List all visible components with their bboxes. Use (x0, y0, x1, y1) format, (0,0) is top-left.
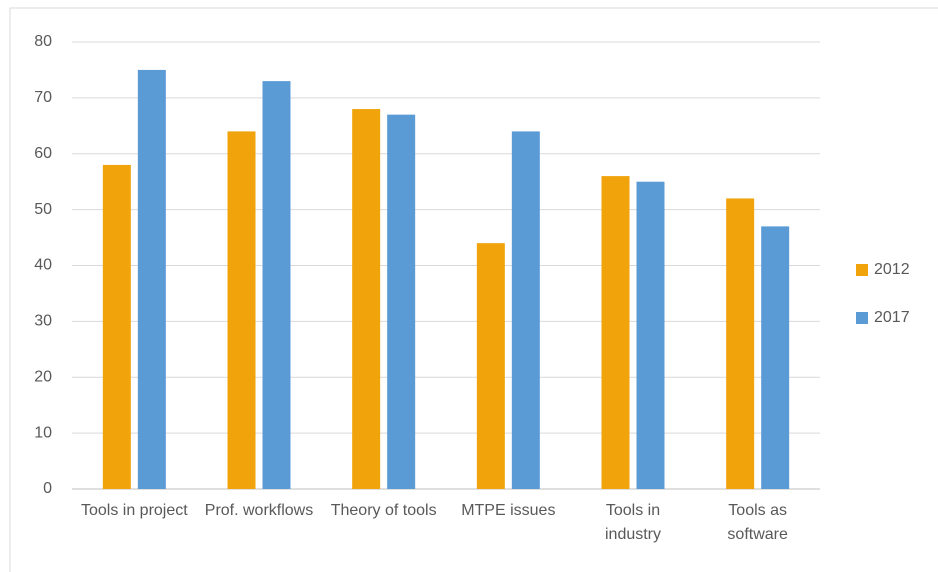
x-tick-label: Tools in industry (604, 502, 662, 543)
bar (352, 109, 381, 490)
bar (476, 243, 505, 489)
y-tick-label: 80 (34, 33, 52, 50)
bar (636, 181, 665, 489)
y-tick-label: 40 (34, 257, 52, 274)
x-tick-label: Tools as software (727, 502, 788, 543)
y-tick-label: 50 (34, 201, 52, 218)
bar (761, 226, 790, 489)
chart-frame (9, 7, 938, 572)
y-tick-label: 20 (34, 368, 52, 385)
bar (137, 69, 166, 489)
x-tick-label: Tools in project (80, 502, 188, 519)
bar (102, 164, 131, 490)
x-tick-label: Prof. workflows (204, 502, 314, 519)
bar (262, 81, 291, 490)
x-tick-label: Theory of tools (330, 502, 437, 519)
legend-label: 2017 (874, 309, 910, 326)
x-tick-label: MTPE issues (461, 502, 556, 519)
bar (227, 131, 256, 489)
y-tick-label: 60 (34, 145, 52, 162)
y-tick-label: 10 (34, 424, 52, 441)
y-tick-label: 0 (43, 480, 52, 497)
legend-label: 2012 (874, 261, 910, 278)
bar (726, 198, 755, 489)
bar (601, 176, 630, 489)
legend-swatch (856, 312, 868, 324)
bar (511, 131, 540, 489)
y-tick-label: 30 (34, 313, 52, 330)
y-tick-label: 70 (34, 89, 52, 106)
legend-swatch (856, 264, 868, 276)
bar (387, 114, 416, 489)
